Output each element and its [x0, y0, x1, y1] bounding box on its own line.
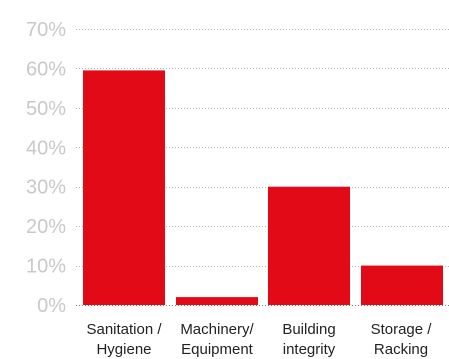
- y-tick-label-30: 30%: [26, 177, 66, 199]
- y-tick-label-0: 0%: [37, 295, 66, 317]
- gridlines: [76, 29, 449, 306]
- bar-2: [268, 186, 350, 305]
- y-tick-label-70: 70%: [26, 19, 66, 41]
- bar-0: [83, 70, 165, 306]
- category-label-2-line-2: integrity: [283, 341, 336, 358]
- y-tick-label-20: 20%: [26, 216, 66, 238]
- y-tick-label-10: 10%: [26, 256, 66, 278]
- bar-1: [176, 297, 258, 305]
- category-label-0-line-2: Hygiene: [96, 341, 151, 358]
- category-label-0-line-1: Sanitation /: [86, 321, 162, 338]
- y-axis-tick-labels: 0% 10% 20% 30% 40% 50% 60% 70%: [26, 19, 66, 317]
- category-label-1-line-2: Equipment: [181, 341, 254, 358]
- y-tick-label-60: 60%: [26, 58, 66, 80]
- bars: [83, 70, 443, 306]
- category-label-1-line-1: Machinery/: [180, 321, 254, 338]
- category-label-2-line-1: Building: [282, 321, 335, 338]
- y-tick-label-50: 50%: [26, 98, 66, 120]
- y-tick-label-40: 40%: [26, 137, 66, 159]
- bar-3: [361, 265, 443, 305]
- category-label-3-line-2: Racking: [374, 341, 428, 358]
- category-label-3-line-1: Storage /: [371, 321, 433, 338]
- x-axis-category-labels: Sanitation / Hygiene Machinery/Equipment Bu…: [86, 321, 432, 358]
